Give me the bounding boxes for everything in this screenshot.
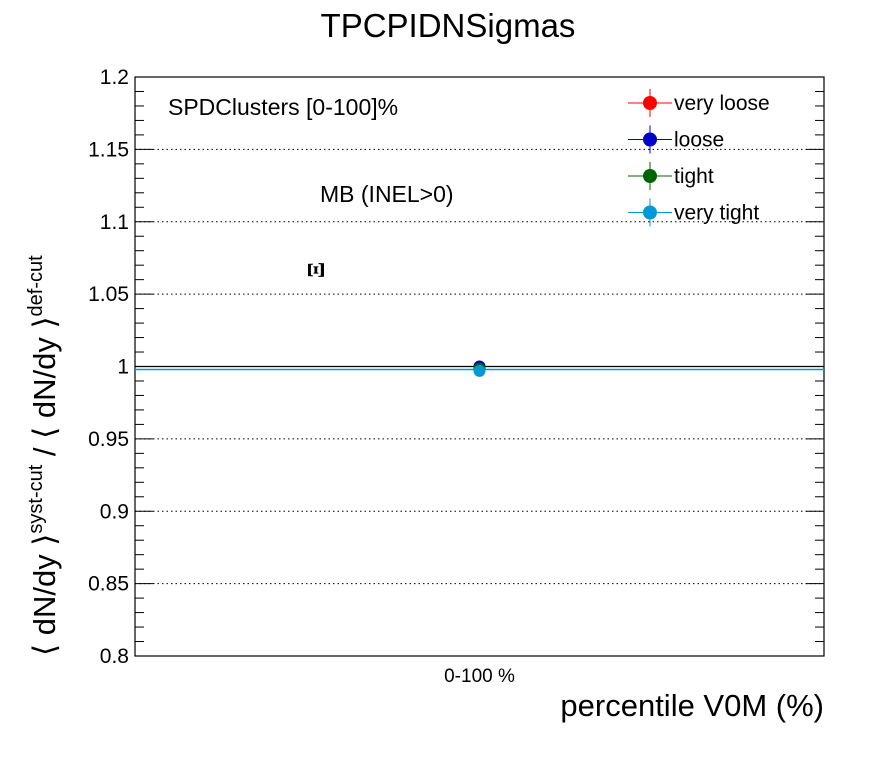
y-tick-label: 1.05: [88, 283, 129, 306]
event-class-annotation: MB (INEL>0): [320, 181, 454, 207]
y-title-part1: ⟨ dN/dy ⟩: [27, 534, 62, 656]
y-title-sup1: syst-cut: [25, 464, 47, 533]
y-title-sep: /: [27, 439, 62, 465]
y-tick-label: 0.95: [88, 428, 129, 451]
y-title-sup2: def-cut: [25, 255, 47, 317]
y-title-part2: ⟨ dN/dy ⟩: [27, 316, 62, 438]
y-tick-label: 0.85: [88, 573, 129, 596]
chart-title: TPCPIDNSigmas: [321, 7, 576, 44]
y-axis: 0.8 0.85 0.9 0.95 1 1.05 1.1 1.15 1.2: [88, 66, 824, 668]
y-axis-title: ⟨ dN/dy ⟩syst-cut / ⟨ dN/dy ⟩def-cut: [25, 255, 62, 656]
legend-label: loose: [674, 129, 724, 152]
legend-marker: [643, 132, 657, 147]
data-points: [473, 360, 486, 377]
y-tick-label: 0.9: [100, 500, 129, 523]
particle-label: Ξ: [304, 262, 330, 278]
legend: very loose loose tight very tight: [628, 89, 770, 227]
legend-marker: [643, 96, 657, 110]
legend-marker: [643, 205, 657, 220]
legend-marker: [643, 169, 657, 183]
x-tick-label: 0-100 %: [444, 666, 515, 687]
y-tick-label: 1.15: [88, 138, 129, 161]
legend-label: very loose: [674, 92, 770, 115]
y-tick-label: 1: [117, 356, 129, 379]
data-point: [473, 364, 486, 377]
multiplicity-annotation: SPDClusters [0-100]%: [168, 94, 398, 120]
y-tick-label: 1.2: [100, 66, 129, 89]
legend-label: tight: [674, 165, 714, 188]
y-tick-label: 1.1: [100, 211, 129, 234]
x-axis-title: percentile V0M (%): [560, 688, 824, 723]
y-tick-label: 0.8: [100, 645, 129, 668]
legend-label: very tight: [674, 202, 759, 225]
x-axis: 0-100 %: [444, 666, 515, 687]
